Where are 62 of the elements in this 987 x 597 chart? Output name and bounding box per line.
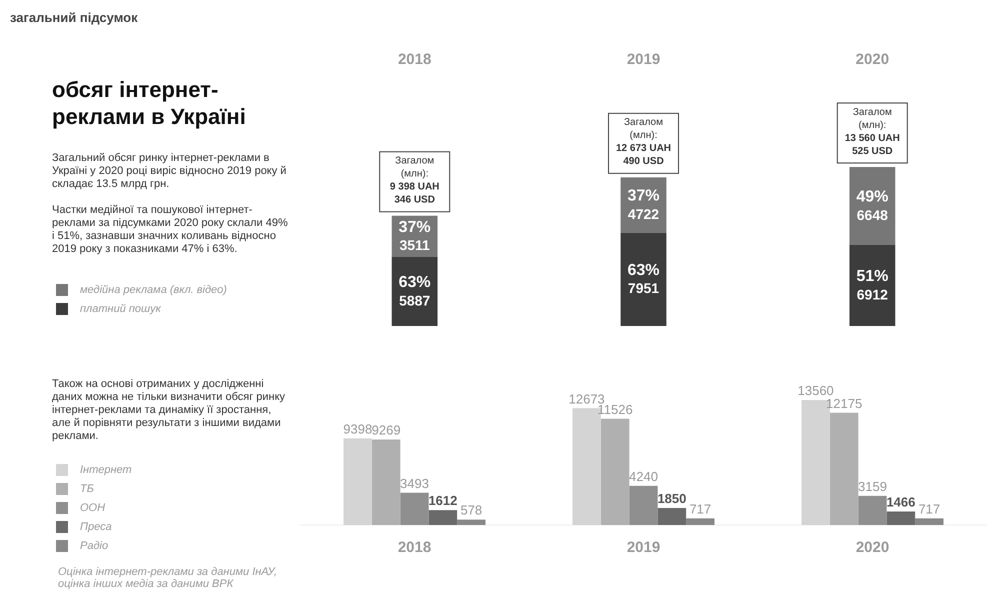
legend-label: платний пошук xyxy=(80,302,161,314)
bar xyxy=(915,518,944,525)
x-tick-label: 2018 xyxy=(398,539,432,556)
data-label: 9269 xyxy=(372,422,401,438)
data-label: 5887 xyxy=(399,292,430,308)
x-tick-label: 2020 xyxy=(856,51,890,68)
x-tick-label: 2018 xyxy=(398,51,432,68)
bar xyxy=(620,232,666,326)
data-label: 1466 xyxy=(886,494,916,510)
x-tick-label: 2019 xyxy=(626,51,660,68)
bar xyxy=(457,520,486,525)
data-label: 13560 xyxy=(798,383,834,398)
x-tick-label: 2020 xyxy=(856,539,890,556)
data-label: 12175 xyxy=(826,396,862,411)
bar xyxy=(830,412,858,525)
text: Оцінка інтернет-реклами за даними ІнАУ, оцінка інших медіа за даними ВРК xyxy=(58,566,278,590)
data-label: 6648 xyxy=(856,206,888,223)
data-label: 4722 xyxy=(628,206,660,222)
data-label: 3493 xyxy=(400,476,429,491)
chart-title: обсяг інтернет-реклами в Україні xyxy=(52,76,247,130)
data-label: 12673 xyxy=(568,391,605,406)
annotation: 49% xyxy=(856,188,888,206)
data-label: 1850 xyxy=(657,491,686,506)
annotation: 37% xyxy=(398,218,431,236)
legend-label: ТБ xyxy=(80,482,94,494)
total-label: Загалом (млн): 13 560 UAH 525 USD xyxy=(844,106,900,157)
legend-label: Радіо xyxy=(80,540,108,552)
total-label: Загалом (млн): 9 398 UAH 346 USD xyxy=(390,156,440,206)
data-label: 1612 xyxy=(428,493,458,508)
legend-label: Преса xyxy=(80,520,112,532)
total-label: Загалом (млн): 12 673 UAH 490 USD xyxy=(616,117,672,168)
annotation: 37% xyxy=(627,187,660,204)
bar xyxy=(372,440,400,525)
data-label: 3511 xyxy=(399,237,430,254)
data-label: 6912 xyxy=(856,286,888,302)
annotation: 51% xyxy=(856,268,888,285)
data-label: 717 xyxy=(689,501,712,516)
bar xyxy=(600,418,630,525)
bar xyxy=(400,492,429,525)
annotation: 63% xyxy=(398,274,431,291)
data-label: 9398 xyxy=(343,421,372,436)
text: Частки медійної та пошукової інтернет-реклами за підсумками 2020 року склали 49% і 51%, зазнавши значних коливань відносно 2019 року з показниками 47% і 63%. xyxy=(52,204,289,256)
data-label: 578 xyxy=(460,502,482,518)
bar xyxy=(858,496,887,525)
bar xyxy=(428,510,458,525)
legend-label: медійна реклама (вкл. відео) xyxy=(80,284,227,296)
bar xyxy=(658,508,686,525)
x-tick-label: 2019 xyxy=(626,539,660,556)
data-label: 3159 xyxy=(858,478,887,494)
data-label: 4240 xyxy=(629,468,658,484)
text: Загальний обсяг ринку інтернет-реклами в Україні у 2020 році виріс відносно 2019 року й складає 13.5 млрд грн. xyxy=(52,152,288,191)
annotation: 63% xyxy=(627,262,660,279)
bar xyxy=(344,438,372,525)
bar xyxy=(886,511,916,525)
legend-label: Інтернет xyxy=(80,464,132,476)
legend-label: ООН xyxy=(80,502,106,514)
bar xyxy=(686,518,714,525)
data-label: 717 xyxy=(918,501,940,516)
data-label: 7951 xyxy=(628,280,660,296)
text: загальний підсумок xyxy=(10,10,138,25)
bar xyxy=(629,486,658,525)
text: Також на основі отриманих у дослідженні даних можна не тільки визначити обсяг ринку інтернет-реклами та динаміку її зростання, але й порівняти результати з іншими видами реклами. xyxy=(52,378,286,443)
